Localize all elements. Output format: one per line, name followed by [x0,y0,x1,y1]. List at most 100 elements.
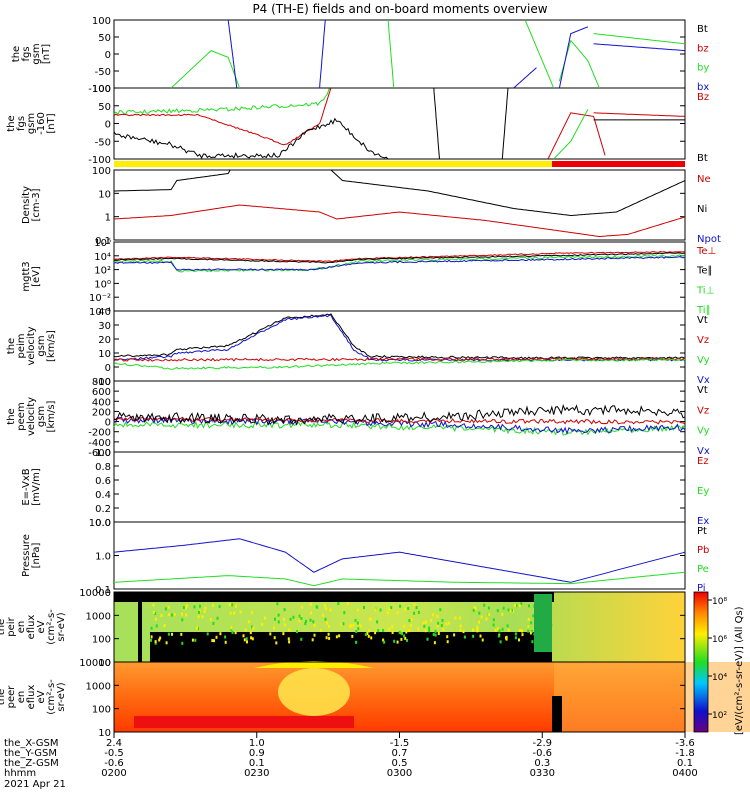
legend-entry: Pi [697,583,706,594]
y-axis-label-line: gsm [36,406,47,427]
ion-spectrogram-pixel [355,640,358,644]
legend-entry: Te∥ [696,266,713,277]
y-axis-label-line: the [6,338,17,354]
legend-entry: Vz [697,335,709,346]
ion-spectrogram-pixel [277,620,280,624]
ion-spectrogram-pixel [199,604,201,608]
ion-spectrogram-pixel [346,602,349,606]
series-line-by [170,50,241,89]
legend-entry: Te⊥ [696,246,716,257]
panel-2: 100 50 0 -50 -100 the fgs gsm -160 [nT] Bz Bt [6,84,709,166]
ion-spectrogram-pixel [436,615,439,618]
ion-spectrogram-pixel [428,629,431,633]
series-group [113,19,686,587]
ion-spectrogram-pixel [498,629,501,633]
y-axis-label-line: [nT] [46,113,57,133]
ion-spectrogram-pixel [432,632,435,636]
ion-spectrogram-pixel [154,640,157,644]
legend-entry: Ni [697,204,707,215]
series-line-bx [319,19,326,89]
ion-spectrogram-pixel [150,626,153,630]
ion-spectrogram-pixel [298,619,301,623]
ion-spectrogram-pixel [168,613,170,617]
y-axis-label: the peir en eflux eV (cm²-s-sr-eV) [0,609,67,645]
y-axis-label-line: [km/s] [46,330,57,362]
ion-spectrogram-pixel [247,620,250,624]
legend-entry: Vy [697,426,710,437]
legend-entry: Vx [697,375,710,386]
series-line-Vt [113,404,686,426]
panel-4: 10⁶ 10⁴ 10² 10⁰ 10⁻² 10⁻⁴ mgtt3 [eV] Te⊥ Te∥ Ti⊥ Ti… [21,238,716,318]
ion-spectrogram-pixel [382,629,385,632]
y-tick-label: 0.8 [95,462,111,473]
ion-spectrogram-pixel [196,626,198,630]
ion-spectrogram-pixel [433,641,436,645]
ion-spectrogram-pixel [211,639,214,642]
y-tick-label: 10⁻² [89,293,111,304]
x-tick-label: 0200 [101,768,126,779]
panel-frame [113,451,686,523]
ion-spectrogram-pixel [350,624,352,628]
ion-spectrogram-pixel [400,637,403,641]
y-axis-label: Pressure [nPa] [21,534,42,577]
y-axis-label: E=-VxB [mV/m] [21,468,42,506]
legend-entry: Pe [697,564,709,575]
ion-spectrogram-pixel [250,610,253,614]
ion-spectrogram-pixel [182,606,185,609]
colorbar [693,591,709,733]
ion-spectrogram-pixel [301,605,304,609]
ion-spectrogram-pixel [245,637,248,641]
electron-spectrogram-yellow [278,668,350,716]
ion-spectrogram-gap [138,592,142,662]
ion-spectrogram-pixel [506,624,509,628]
ion-spectrogram-pixel [510,608,513,612]
y-tick-label: 100 [92,16,111,27]
ion-spectrogram-pixel [408,629,411,633]
panel-5: 40 30 20 10 0 -10 the peim velocity gsm [km/s] Vt Vz… [6,307,710,388]
y-axis-label-line: gsm [31,43,42,64]
ion-spectrogram-pixel [502,606,505,610]
colorbar-tick-label: 10⁶ [712,635,727,645]
ion-spectrogram-pixel [194,638,197,642]
ion-spectrogram-pixel [445,622,448,626]
ion-spectrogram-pixel [391,624,394,628]
ion-spectrogram-pixel [154,617,157,621]
ion-spectrogram-pixel [473,606,476,610]
y-tick-label: 0 [105,363,111,374]
ion-spectrogram-pixel [406,638,408,642]
series-line-by [387,19,395,89]
ion-spectrogram-pixel [408,619,411,623]
legend-entry: Pt [697,526,707,537]
legend-entry: Vy [697,355,710,366]
ion-spectrogram-pixel [403,634,406,638]
ion-spectrogram-pixel [165,641,168,645]
x-tick-label: 0300 [387,768,412,779]
y-axis-label-line: velocity [26,397,37,436]
ion-spectrogram-pixel [396,611,399,614]
ion-spectrogram-pixel [276,602,279,606]
ion-spectrogram-pixel [472,608,475,612]
ion-spectrogram-pixel [459,624,462,628]
y-tick-label: 0.1 [95,585,111,596]
mode-bar-red [552,161,685,167]
ion-spectrogram-pixel [152,603,155,607]
series-line-Ni [114,169,686,217]
ion-spectrogram-pixel [478,611,481,615]
ion-spectrogram-pixel [243,638,246,642]
x-tick-label: 0.7 [392,748,408,759]
ion-spectrogram-pixel [203,610,206,614]
y-tick-label: 1 [105,213,111,224]
ion-spectrogram-pixel [212,604,215,608]
ion-spectrogram-pixel [173,612,176,616]
series-line-Pi [113,538,686,583]
ion-spectrogram-pixel [324,617,327,621]
y-tick-label: 0.0 [95,518,111,529]
ion-spectrogram-pixel [531,640,534,644]
ion-spectrogram-pixel [453,633,456,637]
ion-spectrogram-pixel [288,640,291,644]
ion-spectrogram-pixel [219,632,222,636]
ion-spectrogram-pixel [338,634,341,638]
ion-spectrogram-pixel [154,611,157,615]
y-tick-label: 1.0 [95,448,111,459]
y-tick-label: 10 [98,658,111,669]
